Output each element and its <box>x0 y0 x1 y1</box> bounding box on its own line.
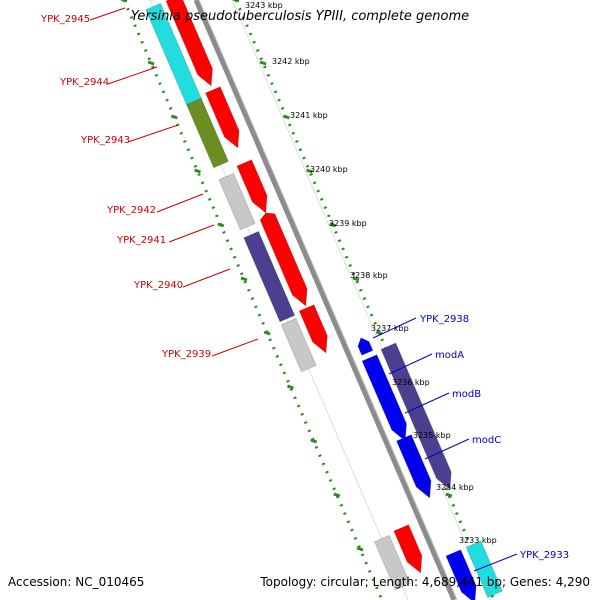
gene-arrow-modc <box>395 434 432 499</box>
gene-arrow-grey-2 <box>280 317 317 373</box>
gene-label-right: modA <box>435 350 464 361</box>
scale-label: 3241 kbp <box>290 111 328 120</box>
left-label-leader <box>127 124 179 143</box>
genome-backbone-highlight <box>198 0 458 600</box>
scale-label: 3233 kbp <box>459 536 497 545</box>
gene-arrow-grey-1 <box>218 172 256 231</box>
right-dotted-guide <box>234 0 496 600</box>
scale-label: 3238 kbp <box>350 271 388 280</box>
left-label-leader <box>107 66 158 85</box>
scale-major-tick <box>194 168 202 174</box>
gene-arrow-ypk-2943-track <box>185 97 230 169</box>
scale-major-tick <box>240 276 248 282</box>
gene-arrow-modb <box>378 394 408 442</box>
scale-major-tick <box>329 222 337 228</box>
left-label-leader <box>182 268 231 288</box>
gene-label-left: YPK_2942 <box>106 205 156 216</box>
gene-label-left: YPK_2945 <box>40 14 90 25</box>
scale-major-tick <box>282 114 290 120</box>
gene-arrow-ypk-2933 <box>445 549 477 600</box>
scale-major-tick <box>356 546 364 552</box>
scale-label: 3243 kbp <box>245 1 283 10</box>
scale-label: 3239 kbp <box>329 219 367 228</box>
genome-backbone <box>193 0 457 600</box>
gene-label-left: YPK_2940 <box>133 280 183 291</box>
gene-arrow-ypk-2939 <box>298 304 328 354</box>
scale-major-tick <box>120 0 128 3</box>
gene-label-right: modB <box>452 389 481 400</box>
scale-label: 3240 kbp <box>310 165 348 174</box>
left-label-leader <box>211 338 259 357</box>
right-label-leader <box>473 553 518 572</box>
scale-label: 3235 kbp <box>413 431 451 440</box>
scale-major-tick <box>170 114 178 120</box>
scale-major-tick <box>306 168 314 174</box>
gene-label-left: YPK_2939 <box>161 349 211 360</box>
scale-major-tick <box>259 60 267 66</box>
gene-label-right: YPK_2933 <box>519 550 569 561</box>
gene-label-right: YPK_2938 <box>419 314 469 325</box>
gene-label-left: YPK_2941 <box>116 235 166 246</box>
gene-label-left: YPK_2944 <box>59 77 109 88</box>
left-label-leader <box>89 7 126 21</box>
right-label-leader <box>404 392 450 414</box>
genome-summary-text: Topology: circular; Length: 4,689,441 bp… <box>260 575 590 589</box>
scale-major-tick <box>263 330 271 336</box>
scale-major-tick <box>232 0 240 3</box>
gene-features <box>145 0 504 600</box>
scale-label: 3237 kbp <box>371 324 409 333</box>
map-title: Yersinia pseudotuberculosis YPIII, compl… <box>130 9 470 24</box>
scale-major-tick <box>310 438 318 444</box>
scale-label: 3234 kbp <box>436 483 474 492</box>
scale-major-tick <box>352 276 360 282</box>
left-label-leader <box>168 224 215 243</box>
gene-arrow-ypk-2944 <box>165 0 214 87</box>
outer-boundary-line <box>231 0 491 600</box>
scale-label: 3236 kbp <box>392 378 430 387</box>
gene-arrow-modabc-slate <box>380 342 452 491</box>
left-dotted-guide <box>122 0 384 600</box>
gene-arrow-ypk-2940 <box>262 219 308 307</box>
gene-arrow-slate <box>243 230 296 323</box>
scale-major-tick <box>286 384 294 390</box>
scale-label: 3242 kbp <box>272 57 310 66</box>
gene-arrow-ypk-2942 <box>236 159 268 214</box>
right-label-leader <box>424 438 470 460</box>
gene-arrow-grey-3 <box>373 534 411 591</box>
scale-major-tick <box>147 60 155 66</box>
gene-arrow-ypk-2941-small <box>259 212 279 227</box>
gene-arrow-cyan-bottom <box>465 540 504 599</box>
scale-major-tick <box>445 492 453 498</box>
left-label-leader <box>156 193 204 213</box>
gene-label-left: YPK_2943 <box>80 135 130 146</box>
right-gene-labels: YPK_2938 modA modB modC YPK_2933 <box>372 314 569 572</box>
gene-label-right: modC <box>472 435 501 446</box>
right-label-leader <box>388 353 433 375</box>
gene-arrow-ypk-2943 <box>204 86 240 149</box>
scale-labels: 3243 kbp 3242 kbp 3241 kbp 3240 kbp 3239 kbp… <box>245 1 497 545</box>
scale-major-tick <box>217 222 225 228</box>
scale-major-tick <box>333 492 341 498</box>
left-gene-labels: YPK_2945 YPK_2944 YPK_2943 YPK_2942 YPK_2941… <box>40 7 259 360</box>
accession-text: Accession: NC_010465 <box>8 575 145 589</box>
right-label-leader <box>372 317 417 339</box>
gene-arrow-ypk-2938 <box>357 337 374 356</box>
gene-arrow-ypk-2934 <box>393 524 423 574</box>
